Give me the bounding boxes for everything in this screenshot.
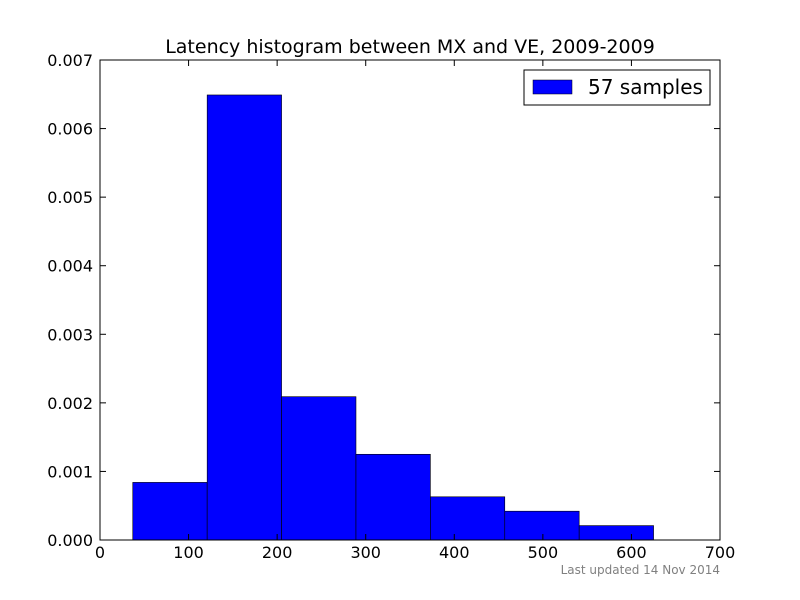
y-tick-label: 0.007 [47,51,93,70]
histogram-bar-6 [578,525,654,541]
y-tick-label: 0.002 [47,394,93,413]
y-tick-label: 0.004 [47,257,93,276]
x-tick-label: 700 [705,543,736,562]
x-tick-labels: 0 100 200 300 400 500 600 700 [95,543,735,562]
y-tick-labels: 0.000 0.001 0.002 0.003 0.004 0.005 0.006 0.007 [47,51,93,550]
x-tick-label: 500 [528,543,559,562]
last-updated-note: Last updated 14 Nov 2014 [561,563,720,577]
x-tick-label: 200 [262,543,293,562]
y-tick-label: 0.001 [47,462,93,481]
histogram-bar-3 [355,453,431,541]
ticks-group [99,59,721,541]
plot-frame [99,59,721,541]
x-tick-label: 300 [350,543,381,562]
histogram-bar-4 [430,496,506,541]
y-tick-label: 0.000 [47,531,93,550]
histogram-bar-1 [206,94,282,541]
y-tick-label: 0.003 [47,325,93,344]
x-tick-label: 0 [95,543,105,562]
chart-title: Latency histogram between MX and VE, 200… [165,36,655,58]
histogram-bar-0 [132,482,208,541]
x-tick-label: 100 [173,543,204,562]
legend: 57 samples [523,69,711,106]
x-tick-label: 600 [616,543,647,562]
legend-label: 57 samples [588,75,703,99]
histogram-bar-2 [281,396,357,541]
y-tick-label: 0.006 [47,120,93,139]
histogram-bar-5 [504,510,580,541]
y-tick-label: 0.005 [47,188,93,207]
x-tick-label: 400 [439,543,470,562]
legend-swatch [532,79,573,95]
bars-group [132,94,654,541]
